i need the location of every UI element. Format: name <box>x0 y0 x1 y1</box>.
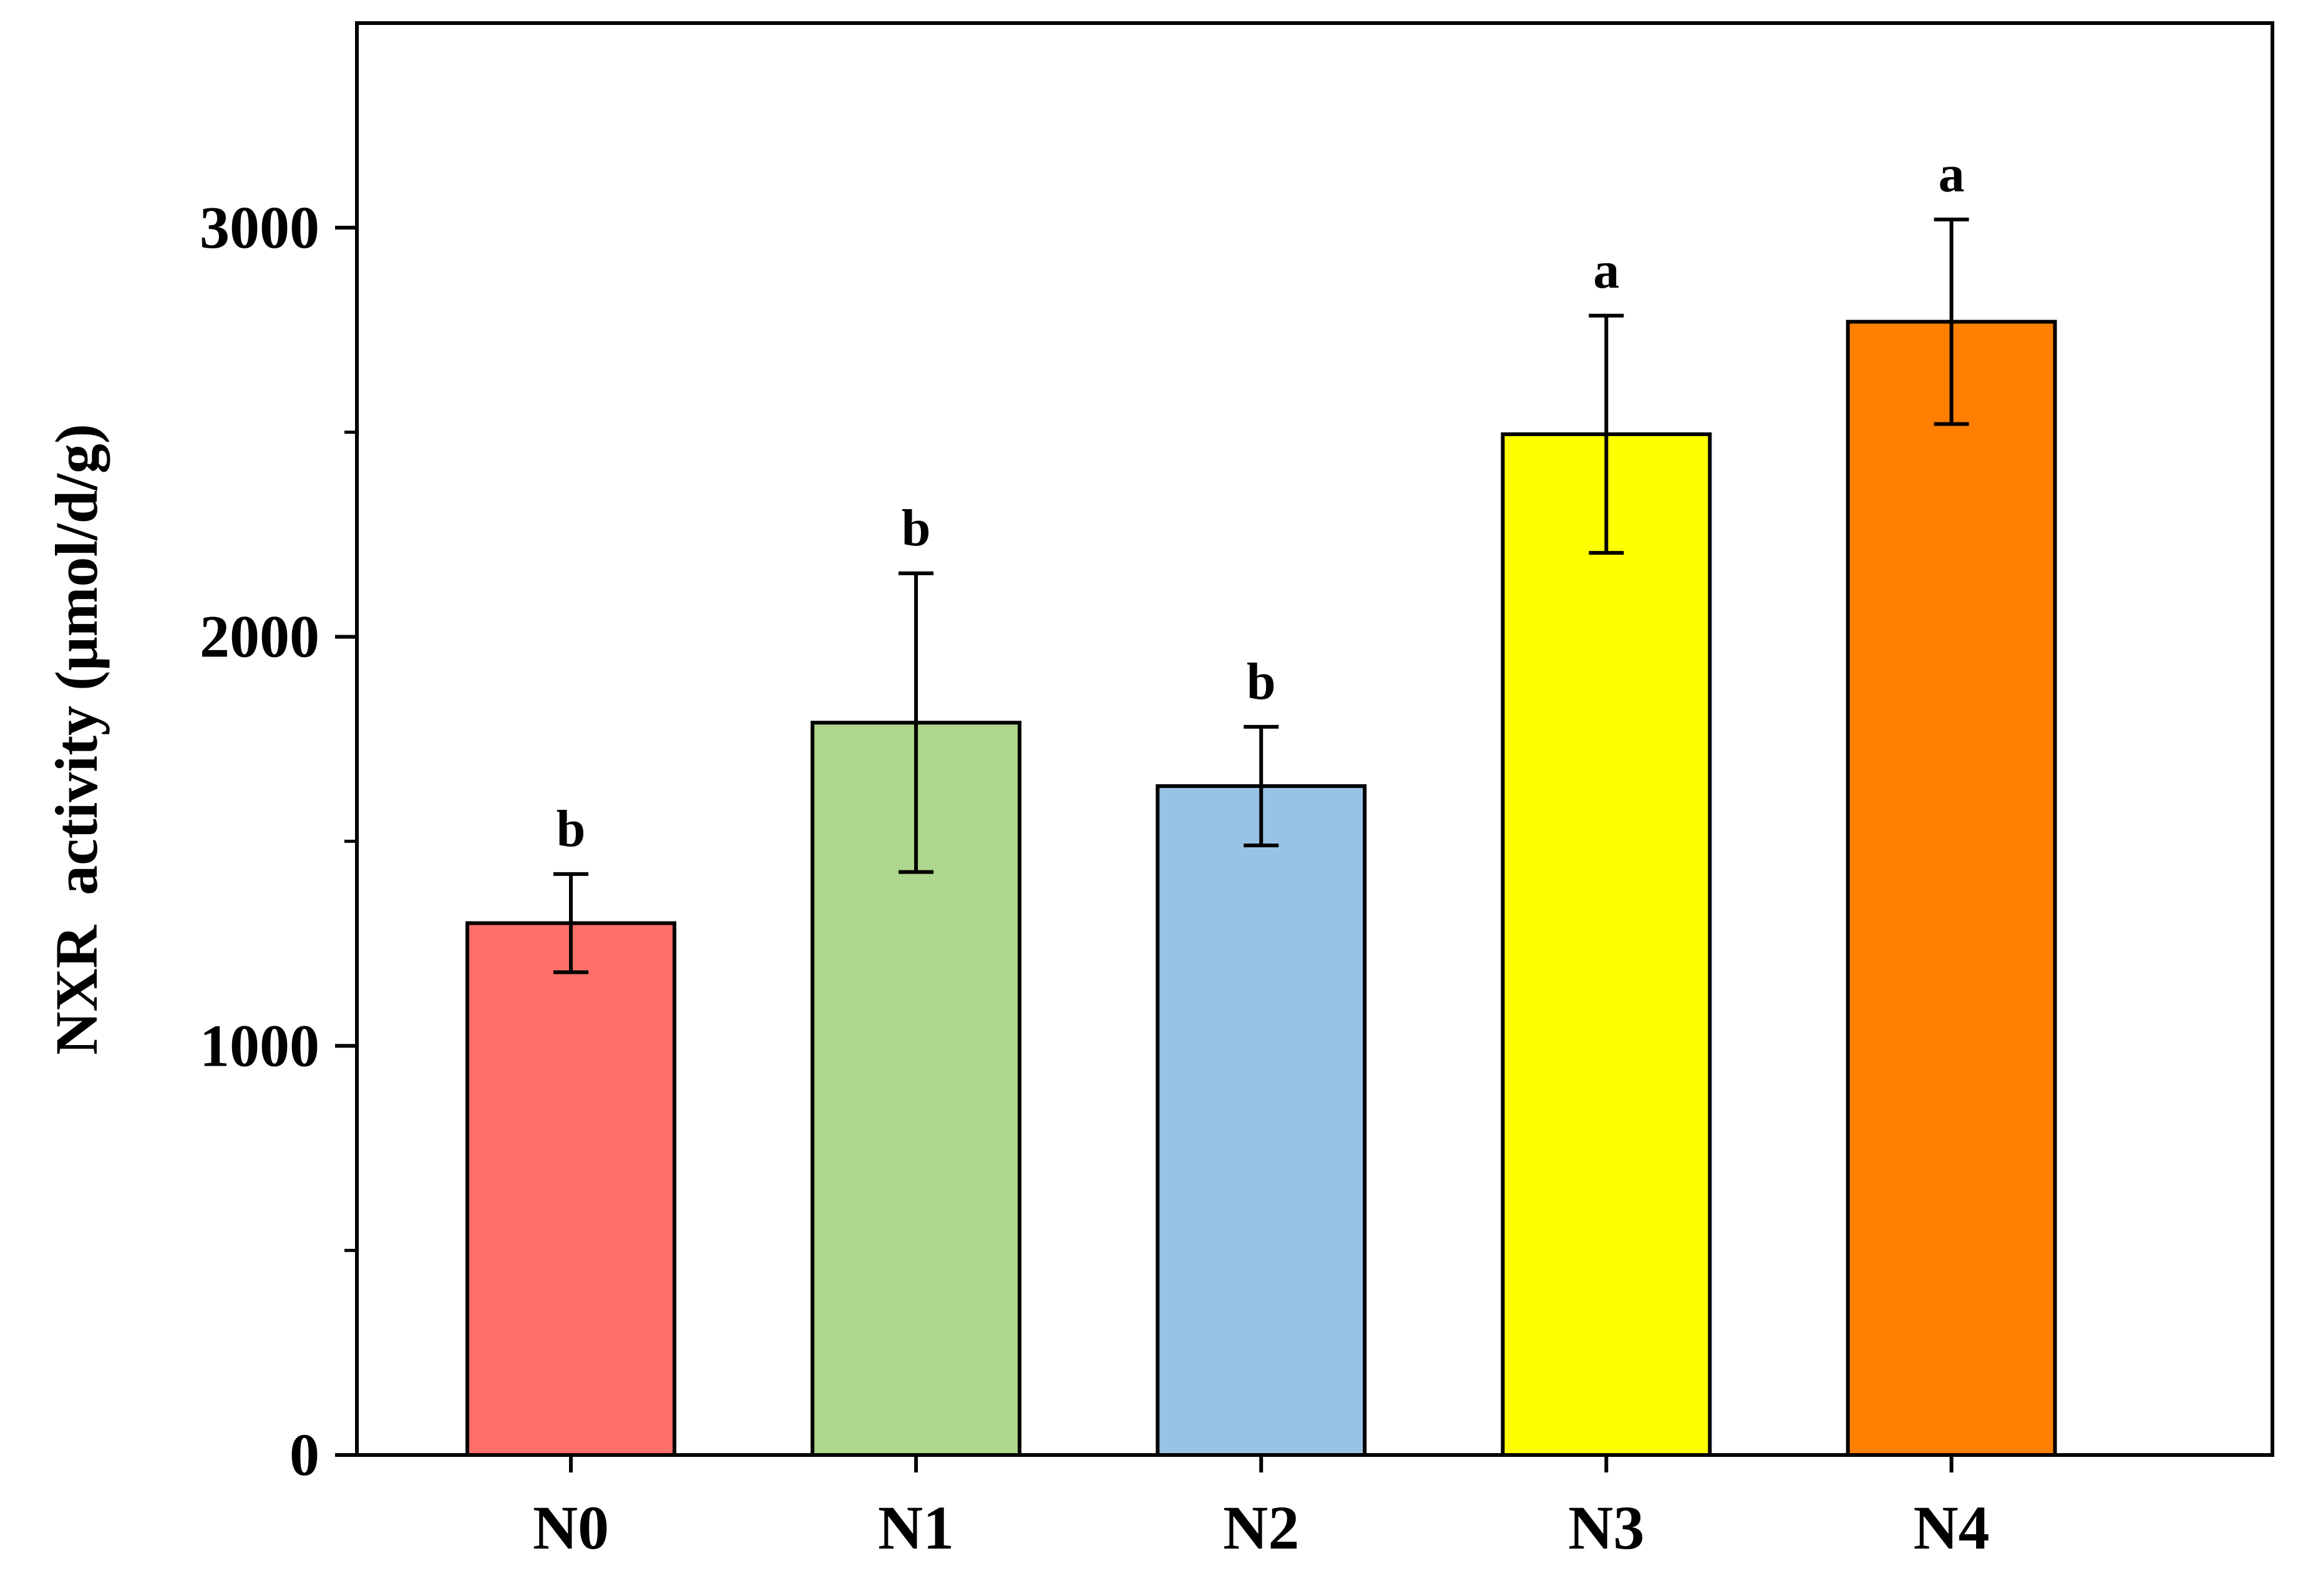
significance-label-n0: b <box>557 800 586 858</box>
significance-label-n1: b <box>902 499 931 557</box>
plot-frame <box>355 21 2274 1457</box>
axes-layer <box>355 21 2274 1457</box>
x-tick-label-n0: N0 <box>533 1493 609 1562</box>
x-tick-label-n4: N4 <box>1913 1493 1989 1562</box>
significance-label-n4: a <box>1939 145 1965 203</box>
bar-n0 <box>465 921 676 1457</box>
y-tick-label-3000: 3000 <box>200 194 319 261</box>
significance-label-n3: a <box>1593 241 1619 299</box>
x-tick-label-n3: N3 <box>1568 1493 1644 1562</box>
significance-label-n2: b <box>1247 653 1276 711</box>
y-tick-label-0: 0 <box>290 1421 319 1488</box>
bar-n4 <box>1846 319 2057 1457</box>
bar-n2 <box>1156 784 1367 1457</box>
bar-n3 <box>1501 432 1712 1457</box>
labels-layer: b N0 b N1 b N2 a N3 a N4 0 1000 2000 3000 <box>200 145 1990 1562</box>
y-tick-label-1000: 1000 <box>200 1012 319 1079</box>
ticks-layer <box>335 225 1954 1472</box>
x-tick-label-n2: N2 <box>1223 1493 1299 1562</box>
y-tick-label-2000: 2000 <box>200 603 319 670</box>
bars-layer <box>465 319 2057 1457</box>
error-bars-layer <box>553 217 1969 975</box>
x-tick-label-n1: N1 <box>878 1493 954 1562</box>
y-axis-title: NXR activity (μmol/d/g) <box>43 424 110 1055</box>
